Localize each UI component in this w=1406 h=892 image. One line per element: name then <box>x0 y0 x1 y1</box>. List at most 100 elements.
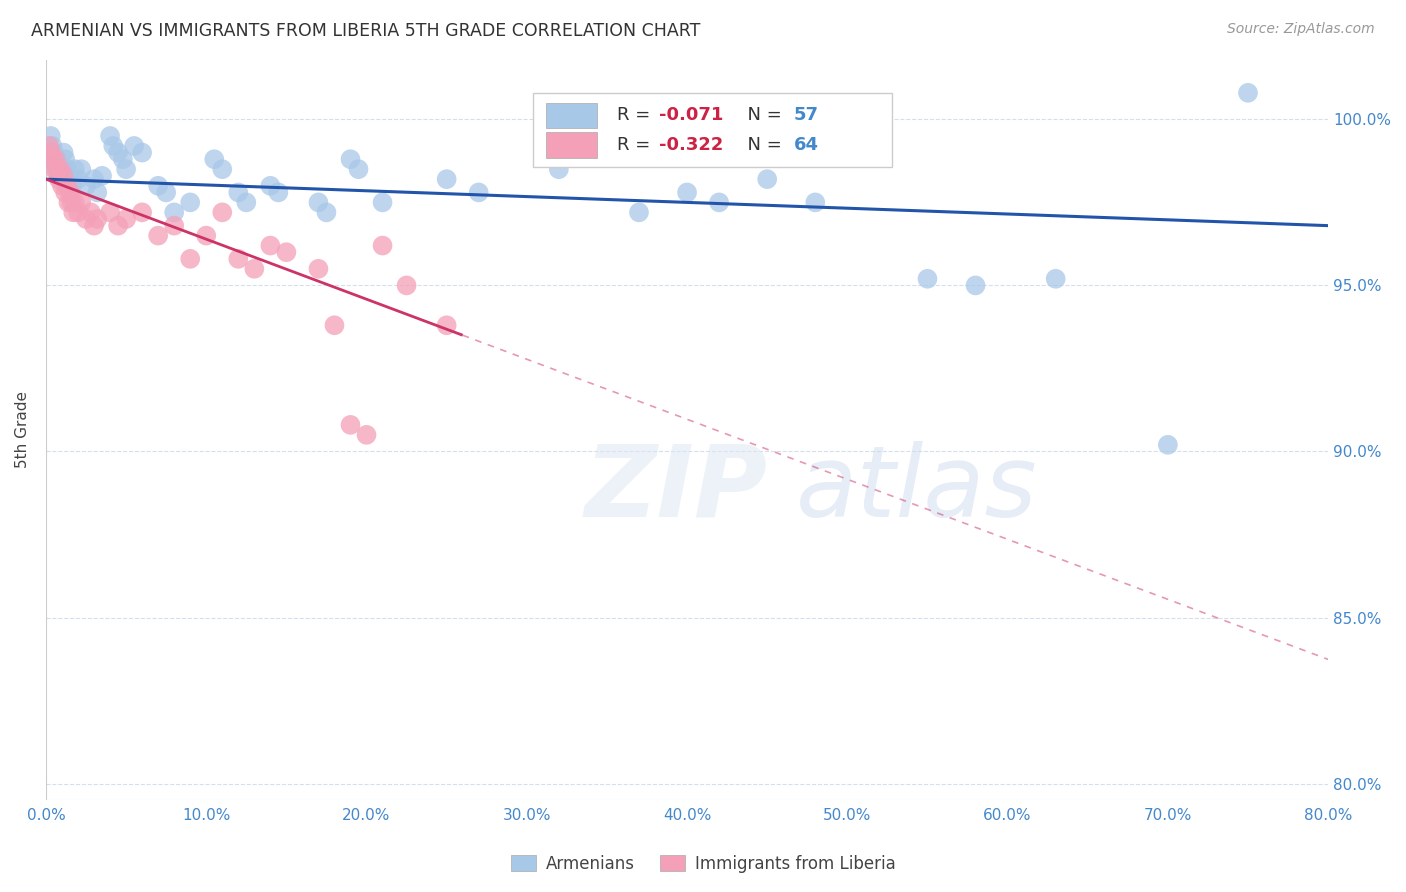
Point <box>98 128 121 143</box>
Point <box>111 153 134 167</box>
Point <box>63 162 86 177</box>
Point <box>42 162 65 177</box>
Point <box>115 212 138 227</box>
Point <box>59 169 82 183</box>
Point <box>66 172 89 186</box>
Point <box>339 417 361 432</box>
Point <box>756 172 779 186</box>
Point <box>707 195 730 210</box>
Point <box>42 145 65 160</box>
Point <box>436 318 458 333</box>
Point <box>163 205 186 219</box>
Point <box>86 212 108 227</box>
Point <box>83 219 105 233</box>
Point <box>98 205 121 219</box>
Point <box>211 162 233 177</box>
Point <box>211 205 233 219</box>
Point <box>75 212 97 227</box>
Point <box>45 153 67 167</box>
Text: N =: N = <box>735 106 787 124</box>
Point <box>115 162 138 177</box>
Point <box>62 205 84 219</box>
Point <box>155 186 177 200</box>
Point <box>339 153 361 167</box>
Point <box>235 195 257 210</box>
Text: Source: ZipAtlas.com: Source: ZipAtlas.com <box>1227 22 1375 37</box>
Point <box>91 169 114 183</box>
Point <box>49 169 72 183</box>
Point <box>676 186 699 200</box>
Point <box>163 219 186 233</box>
Point <box>371 238 394 252</box>
Point <box>59 186 82 200</box>
Point <box>53 153 76 167</box>
Point <box>46 153 69 167</box>
Point <box>83 172 105 186</box>
Point <box>917 272 939 286</box>
Point <box>122 139 145 153</box>
Point <box>80 205 103 219</box>
Point <box>75 178 97 193</box>
Point <box>103 139 125 153</box>
Point <box>965 278 987 293</box>
Text: R =: R = <box>617 136 655 153</box>
Legend: Armenians, Immigrants from Liberia: Armenians, Immigrants from Liberia <box>503 848 903 880</box>
Text: -0.322: -0.322 <box>659 136 723 153</box>
Point <box>56 178 79 193</box>
FancyBboxPatch shape <box>546 103 598 128</box>
Text: 57: 57 <box>793 106 818 124</box>
FancyBboxPatch shape <box>533 93 893 167</box>
Point <box>41 153 63 167</box>
Point <box>39 145 62 160</box>
Point <box>226 252 249 266</box>
Point <box>243 261 266 276</box>
Y-axis label: 5th Grade: 5th Grade <box>15 392 30 468</box>
Point <box>267 186 290 200</box>
Point <box>52 145 75 160</box>
Point <box>1045 272 1067 286</box>
Point <box>307 195 329 210</box>
Point <box>276 245 298 260</box>
Point <box>627 205 650 219</box>
Text: ZIP: ZIP <box>585 441 768 538</box>
Text: 64: 64 <box>793 136 818 153</box>
Point <box>259 178 281 193</box>
Point <box>58 195 80 210</box>
Point <box>347 162 370 177</box>
Text: R =: R = <box>617 106 655 124</box>
Point <box>146 178 169 193</box>
Point <box>52 169 75 183</box>
Point <box>48 162 70 177</box>
Point <box>202 153 225 167</box>
Point <box>131 145 153 160</box>
Point <box>307 261 329 276</box>
FancyBboxPatch shape <box>546 132 598 158</box>
Point <box>42 153 65 167</box>
Point <box>49 162 72 177</box>
Point <box>56 162 79 177</box>
Point <box>259 238 281 252</box>
Point <box>45 162 67 177</box>
Point <box>804 195 827 210</box>
Point <box>63 195 86 210</box>
Point <box>51 162 73 177</box>
Point <box>60 178 83 193</box>
Point <box>146 228 169 243</box>
Point <box>46 162 69 177</box>
Point <box>70 162 93 177</box>
Point <box>53 186 76 200</box>
Point <box>179 195 201 210</box>
Point <box>547 162 569 177</box>
Point <box>86 186 108 200</box>
Point <box>51 178 73 193</box>
Point <box>371 195 394 210</box>
Point <box>70 195 93 210</box>
Text: ARMENIAN VS IMMIGRANTS FROM LIBERIA 5TH GRADE CORRELATION CHART: ARMENIAN VS IMMIGRANTS FROM LIBERIA 5TH … <box>31 22 700 40</box>
Text: -0.071: -0.071 <box>659 106 723 124</box>
Point <box>226 186 249 200</box>
Point <box>107 219 129 233</box>
Point <box>1237 86 1260 100</box>
Point <box>323 318 346 333</box>
Point <box>315 205 337 219</box>
Point <box>38 139 60 153</box>
